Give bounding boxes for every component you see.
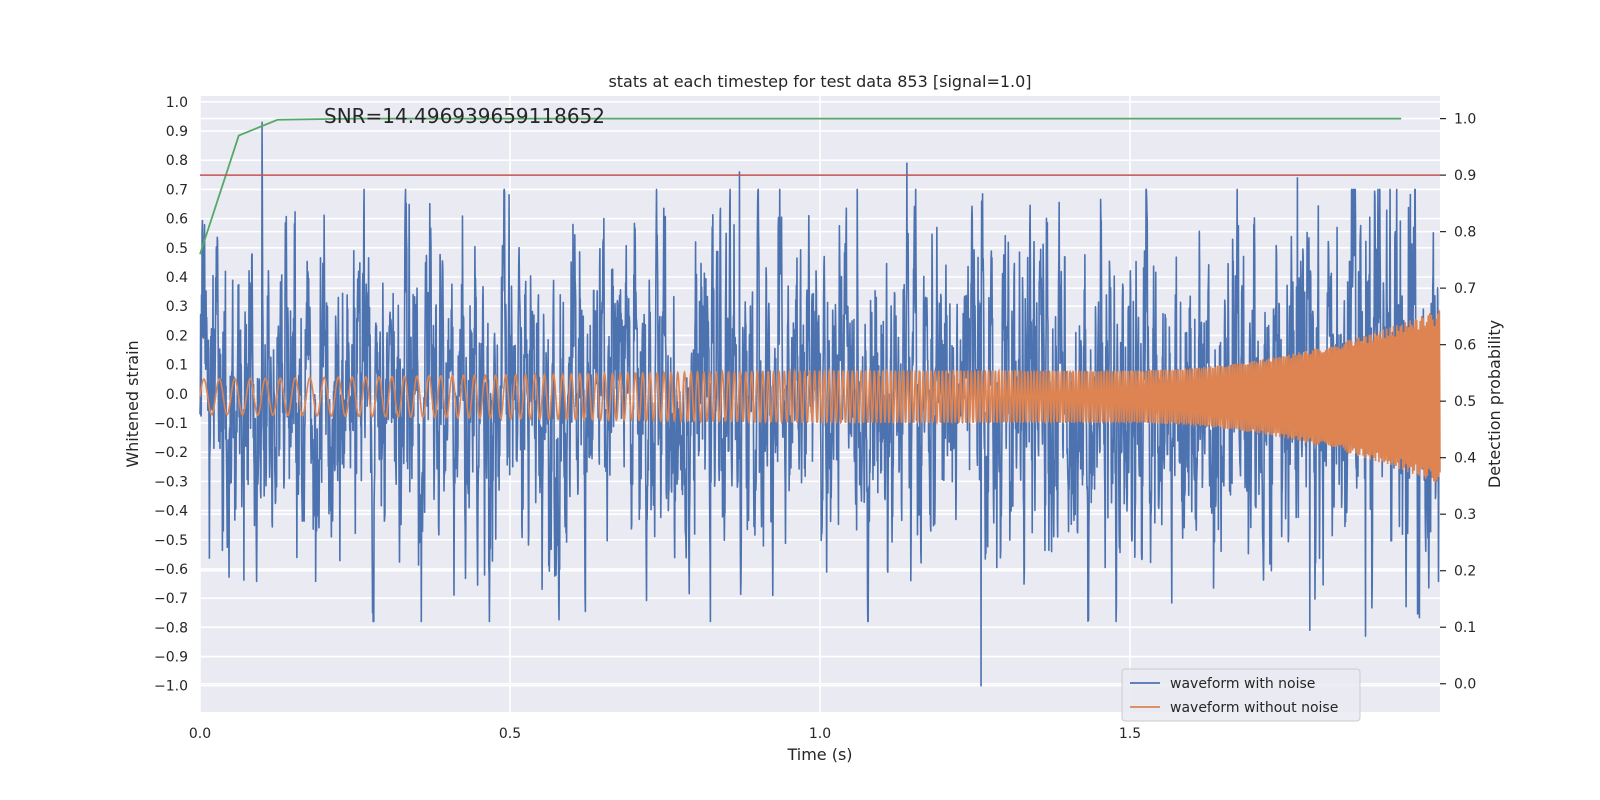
line-detection-probability [199,117,1402,255]
y-tick-label: 0.4 [166,270,188,286]
line-waveform-with-noise [199,121,1441,687]
y2-axis-title: Detection probability [1485,320,1504,488]
y2-tick-label: 1.0 [1454,112,1476,128]
y-axis-title: Whitened strain [123,340,142,467]
y-tick-label: −1.0 [154,679,188,695]
y-tick-label: −0.7 [154,591,188,607]
y-tick-label: −0.4 [154,504,188,520]
y-tick-label: −0.6 [154,562,188,578]
y2-tick-label: 0.4 [1454,451,1476,467]
x-tick-label: 1.5 [1119,726,1141,742]
y2-tick-label: 0.1 [1454,620,1476,636]
y-tick-label: −0.2 [154,445,188,461]
y-tick-label: 0.7 [166,182,188,198]
y-axis-ticks: 1.0 0.9 0.8 0.7 0.6 0.5 0.4 0.3 0.2 0.1 0.0 −0.1 −0.… [154,95,188,695]
y-tick-label: −0.3 [154,474,188,490]
chart-title: stats at each timestep for test data 853… [608,72,1031,91]
y-tick-label: 1.0 [166,95,188,111]
y-tick-label: 0.1 [166,358,188,374]
y2-tick-label: 0.9 [1454,168,1476,184]
y2-tick-label: 0.5 [1454,394,1476,410]
x-tick-label: 0.5 [499,726,521,742]
y-tick-label: 0.2 [166,328,188,344]
series-waveform-without-noise [199,310,1441,483]
line-waveform-without-noise [199,310,1441,483]
snr-annotation: SNR=14.496939659118652 [324,104,605,128]
y-tick-label: 0.6 [166,212,188,228]
y-tick-label: −0.5 [154,533,188,549]
y2-tick-label: 0.7 [1454,281,1476,297]
y2-tick-label: 0.6 [1454,338,1476,354]
y-tick-label: −0.1 [154,416,188,432]
y2-axis-ticks: 1.0 0.9 0.8 0.7 0.6 0.5 0.4 0.3 0.2 0.1 0.0 [1440,112,1476,693]
y-tick-label: 0.3 [166,299,188,315]
y2-tick-label: 0.2 [1454,564,1476,580]
y2-tick-label: 0.3 [1454,507,1476,523]
x-tick-label: 1.0 [809,726,831,742]
y-tick-label: −0.8 [154,620,188,636]
y2-tick-label: 0.8 [1454,225,1476,241]
x-axis-ticks: 0.0 0.5 1.0 1.5 [189,726,1141,742]
series-right-axis [199,117,1440,255]
legend-label-clean: waveform without noise [1170,700,1338,716]
legend: waveform with noise waveform without noi… [1121,668,1361,722]
y-tick-label: 0.9 [166,124,188,140]
x-axis-title: Time (s) [786,745,852,764]
y-tick-label: −0.9 [154,650,188,666]
y-tick-label: 0.8 [166,153,188,169]
x-tick-label: 0.0 [189,726,211,742]
legend-box [1121,668,1361,722]
legend-label-noise: waveform with noise [1170,676,1315,692]
y-tick-label: 0.0 [166,387,188,403]
y-tick-label: 0.5 [166,241,188,257]
y2-tick-label: 0.0 [1454,677,1476,693]
series-waveform-with-noise [199,121,1441,687]
